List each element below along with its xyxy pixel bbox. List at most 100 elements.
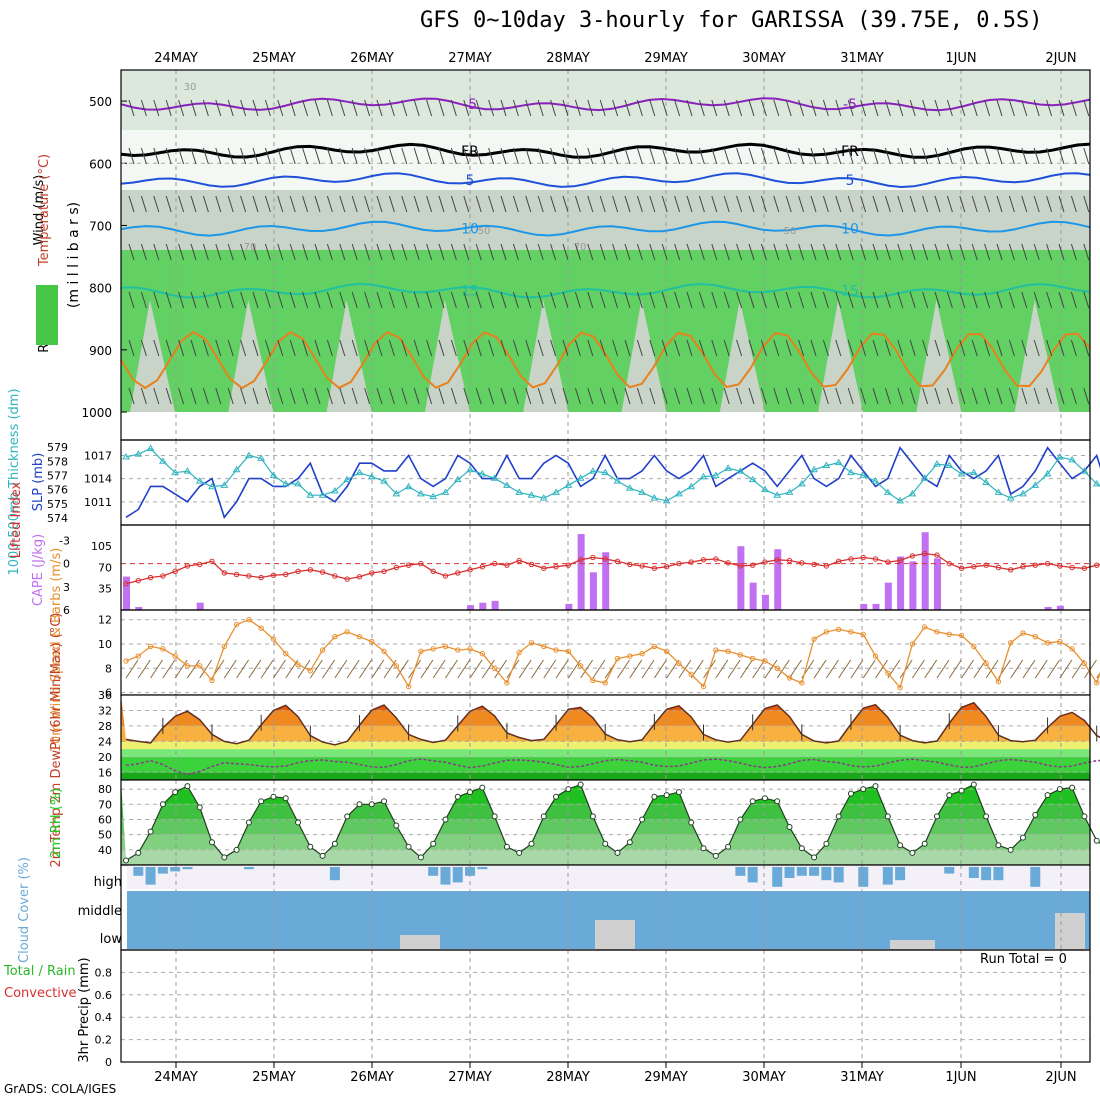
- thickness-point: [1068, 455, 1077, 463]
- top-date-label: 30MAY: [742, 51, 786, 66]
- rh-point: [467, 789, 474, 796]
- surface-wind-barb: [1010, 659, 1024, 679]
- wind-barb: [661, 243, 668, 261]
- wind-barb: [240, 147, 247, 165]
- wind-barb: [971, 243, 978, 261]
- cape-bar: [123, 576, 130, 610]
- wind-barb: [240, 339, 247, 357]
- rh-point: [897, 842, 904, 849]
- lifted-index-point: [184, 563, 191, 569]
- wind-barb: [525, 387, 532, 405]
- wind-barb: [277, 243, 284, 261]
- xsec-ylabel-millibars: (m i l l i b a r s): [66, 202, 82, 308]
- wind-barb: [463, 147, 470, 165]
- lifted-index-point: [1069, 564, 1075, 571]
- wind-barb: [401, 339, 408, 357]
- wind-barb: [748, 339, 755, 357]
- wind-barb: [215, 99, 222, 117]
- lifted-index-point: [1094, 562, 1100, 568]
- wind-speed-point: [418, 648, 424, 654]
- wind-barb: [1070, 147, 1077, 165]
- wind-barb: [450, 243, 457, 261]
- wind-barb: [587, 387, 594, 405]
- wind-barb: [376, 291, 383, 309]
- cloud-level-label: low: [100, 932, 123, 947]
- wind-speed-point: [958, 632, 965, 639]
- wind-barb: [996, 195, 1003, 213]
- thickness-point: [158, 457, 167, 464]
- wind-barb: [537, 387, 544, 405]
- wind-barb: [140, 339, 147, 357]
- wind-barb: [1008, 339, 1015, 357]
- wind-speed-point: [774, 665, 780, 671]
- wind-barb: [413, 243, 420, 261]
- cloud-high-bar: [133, 867, 144, 876]
- wind-barb: [748, 387, 755, 405]
- xsec-below-surface: [121, 412, 1090, 440]
- wind-barb: [636, 99, 643, 117]
- wind-barb: [252, 291, 259, 309]
- wind-barb: [1021, 147, 1028, 165]
- lifted-index-point: [1008, 567, 1014, 573]
- thickness-point: [552, 488, 560, 495]
- wind-barb: [550, 387, 557, 405]
- wind-barb: [736, 339, 743, 357]
- wind-barb: [1046, 291, 1053, 309]
- thickness-point: [318, 491, 327, 498]
- wind-barb: [760, 339, 767, 357]
- surface-wind-barb: [174, 659, 188, 679]
- thickness-point: [208, 482, 216, 490]
- wind-barb: [264, 243, 271, 261]
- wind-barb: [587, 147, 594, 165]
- rh-point: [159, 801, 166, 808]
- lifted-index-point: [381, 568, 387, 575]
- cloud-high-bar: [440, 867, 451, 885]
- temp-color-band: [121, 749, 1090, 757]
- rh-point: [319, 852, 326, 859]
- wind-barb: [525, 243, 532, 261]
- rh-point: [479, 784, 486, 791]
- wind-barb: [140, 147, 147, 165]
- wind-barb: [636, 291, 643, 309]
- wind-speed-point: [479, 651, 486, 657]
- wind-barb: [822, 195, 829, 213]
- wind-barb: [512, 195, 519, 213]
- wind-barb: [984, 99, 991, 117]
- wind-barb: [289, 195, 296, 213]
- cloud-high-bar: [981, 867, 992, 881]
- lifted-index-point: [467, 567, 473, 573]
- rh-legend-swatch: [36, 285, 58, 345]
- lifted-index-point: [233, 571, 240, 578]
- lifted-index-point: [258, 574, 264, 581]
- thickness-point: [822, 461, 831, 468]
- wind-speed-point: [676, 660, 682, 667]
- cloud-high-bar: [1030, 867, 1041, 887]
- wind-barb: [500, 147, 507, 165]
- thickness-point: [859, 471, 868, 478]
- thickness-point: [195, 477, 204, 484]
- wind-barb: [1083, 243, 1090, 261]
- cape-bar: [749, 582, 757, 610]
- lifted-index-point: [356, 574, 363, 580]
- lifted-index-point: [307, 567, 314, 573]
- surface-wind-barb: [825, 659, 839, 679]
- wind-barb: [798, 291, 805, 309]
- wind-tick-label: 10: [98, 638, 112, 651]
- rh-point: [651, 793, 658, 800]
- lifted-index-point: [172, 568, 178, 575]
- thickness-point: [1055, 453, 1064, 460]
- wind-barb: [178, 99, 185, 117]
- cloud-high-bar: [772, 867, 783, 887]
- wind-barb: [339, 147, 346, 165]
- wind-barb: [971, 147, 978, 165]
- thickness-point: [122, 453, 130, 460]
- wind-barb: [1021, 99, 1028, 117]
- wind-barb: [1033, 387, 1040, 405]
- wind-speed-point: [295, 661, 301, 668]
- wind-barb: [314, 291, 321, 309]
- cape-bar: [897, 556, 905, 610]
- wind-barb: [835, 147, 842, 165]
- cloud-high-bar: [784, 867, 795, 878]
- surface-wind-barb: [420, 659, 434, 679]
- wind-barb: [215, 147, 222, 165]
